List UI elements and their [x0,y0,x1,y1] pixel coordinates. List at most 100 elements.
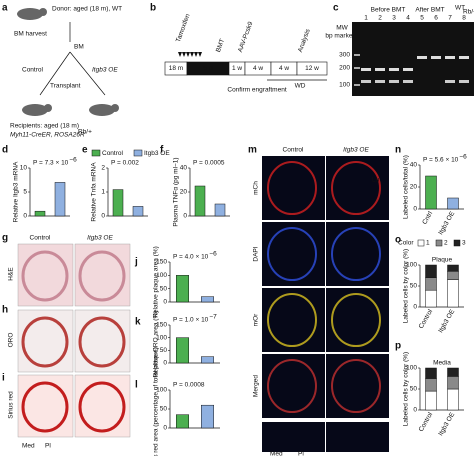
y-axis-label: Labeled cells by color (%) [403,352,410,426]
legend-label: 2 [444,240,448,247]
bar [194,185,206,217]
y-tick-label: 0 [413,304,417,311]
bar [201,404,214,429]
bar [425,175,437,210]
y-tick-label: 0 [413,206,417,213]
gel-band [417,56,427,59]
legend-swatch [435,239,443,247]
size-label: 200 [339,65,350,72]
bar [132,206,144,217]
histology-image [17,309,74,373]
label: Sirius red [8,391,15,419]
stacked-bar [447,376,459,390]
label: Color [398,240,414,247]
gel-band [389,68,399,71]
y-tick-label: 0 [23,213,27,220]
p-value: P = 0.0005 [193,160,225,167]
signal [331,161,381,215]
stacked-bar [425,277,437,291]
gel-band [389,80,399,83]
lane-label: 5 [420,15,424,22]
label: MW [336,25,348,32]
size-label: 100 [339,82,350,89]
y-tick-label: 20 [410,184,418,191]
timeline-label: 4 w [253,65,263,72]
bar [176,414,189,429]
x-tick-label: Itgb3 OE [437,210,456,236]
bar [176,275,189,303]
label: Med [22,443,35,450]
stacked-bar [447,271,459,280]
y-tick-label: 50 [160,406,168,413]
gel-band [431,56,441,59]
legend-swatch [133,149,143,157]
p-value: P = 4.0 × 10 [173,254,209,261]
panel-letter: k [135,317,141,328]
label: mOr [253,313,260,326]
y-tick-label: 150 [156,322,167,329]
zoom-image [326,422,389,452]
gel-band [403,80,413,83]
vessel-wall [78,250,126,302]
timeline-label: 1 w [232,65,242,72]
y-axis-label: Labeled cells by color (%) [403,249,410,323]
lane-label: 7 [448,15,452,22]
mouse-icon [22,104,48,116]
size-label: 300 [339,52,350,59]
y-tick-label: 0 [101,213,105,220]
marker-band [354,67,360,69]
mouse-head [44,104,52,112]
gel-band [361,68,371,71]
vessel-wall [21,250,69,302]
signal [267,161,317,215]
panel-letter: l [135,380,138,391]
label: Rb/+ [463,9,474,16]
label: Control [30,235,52,242]
arrow [178,52,182,57]
bar [447,197,459,210]
y-axis-label: Relative ORO area (%) [153,311,160,378]
panel-letter: i [2,373,5,384]
marker-band [354,54,360,56]
y-tick-label: 0 [183,213,187,220]
label: Itgb3 OE [87,235,113,242]
fluorescence-image [262,222,325,286]
panel-letter: o [395,235,401,246]
marker-band [354,84,360,86]
y-tick-label: 100 [406,365,417,372]
label: H&E [8,267,15,281]
arrow [194,52,198,57]
stacked-bar [425,390,437,411]
panel-letter: e [82,145,88,156]
bar [34,210,46,217]
label: After BMT [415,7,444,14]
label: WD [295,83,306,90]
timeline-label: 18 m [169,65,183,72]
label: BMT [215,38,226,53]
p-exponent: −6 [459,154,467,161]
p-exponent: −6 [209,251,217,258]
chart-title: Media [433,360,451,367]
x-tick-label: Itgb3 OE [437,411,456,437]
p-value: P = 7.3 × 10 [33,160,69,167]
y-tick-label: 10 [20,165,28,172]
bar [214,203,226,217]
x-tick-label: Cntrl [421,210,434,226]
y-tick-label: 0 [413,407,417,414]
lane-label: 4 [406,15,410,22]
stacked-bar [425,264,437,278]
y-tick-label: 50 [160,285,168,292]
label: Itgb3 OE [343,147,369,154]
arrow [198,52,202,57]
label: Rb/+ [78,129,92,136]
bar [201,356,214,364]
label: bp marker [325,33,355,40]
legend-label: 3 [462,240,466,247]
label: Recipients: aged (18 m) [10,123,79,130]
label: Pl [45,443,51,450]
vessel-wall [78,381,126,433]
mouse-head [39,8,47,16]
legend-swatch [91,149,101,157]
y-axis-label: Relative plaque area (%) [153,246,160,318]
